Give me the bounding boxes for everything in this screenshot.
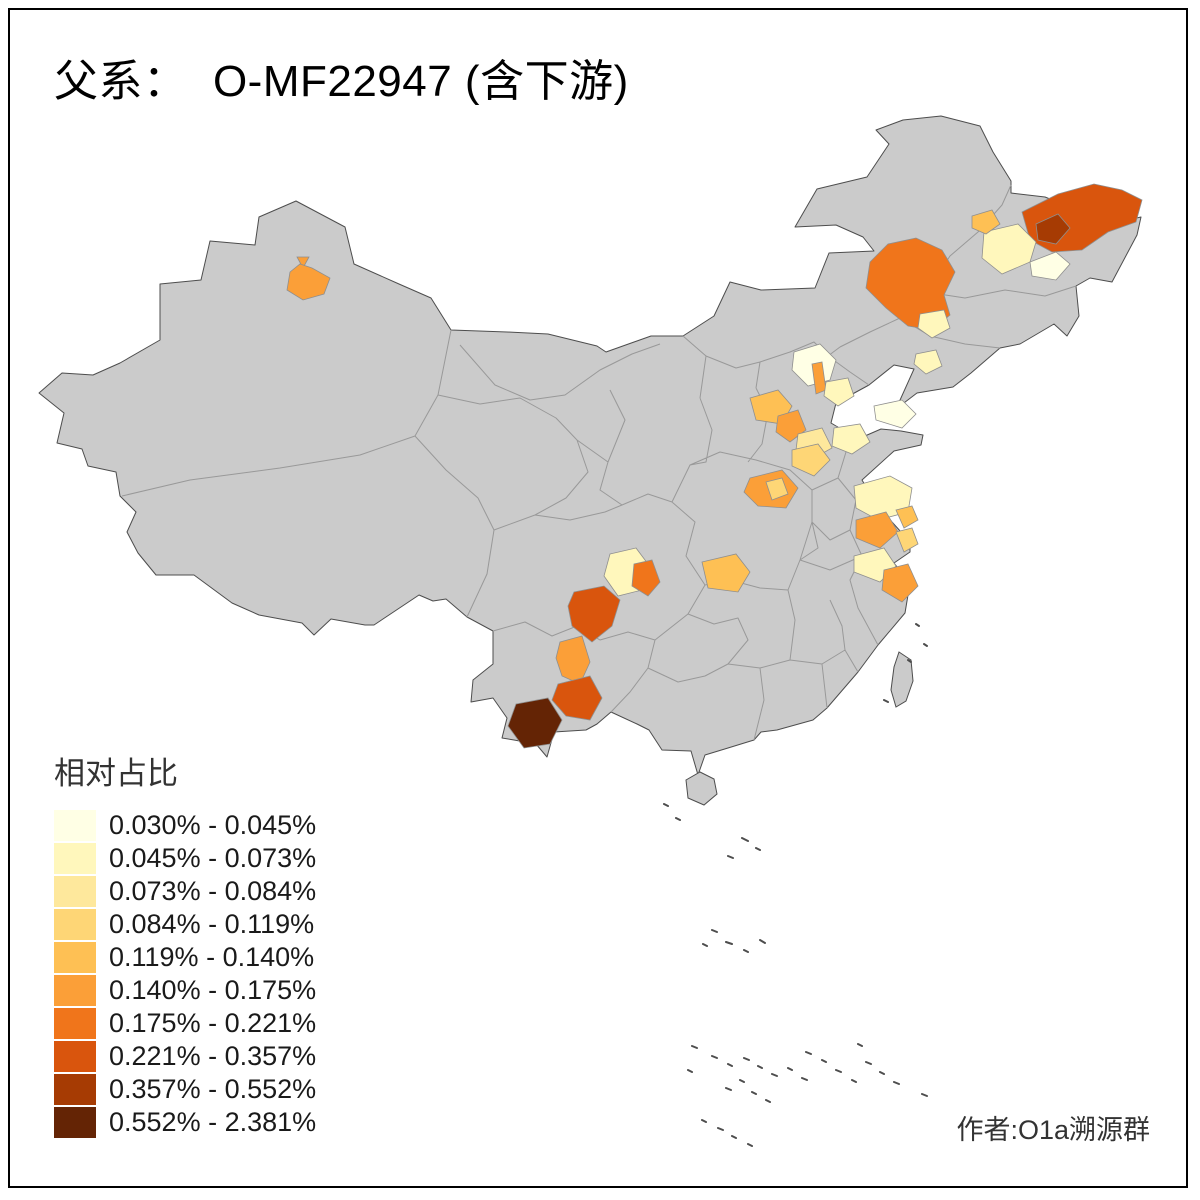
legend-item: 0.119% - 0.140% [54,941,316,974]
legend-swatch [54,975,96,1006]
map-region-henan-inner [765,477,789,501]
legend-label: 0.140% - 0.175% [109,975,317,1005]
legend-item: 0.175% - 0.221% [54,1007,316,1040]
legend-swatch [54,1008,96,1039]
legend-swatch [54,1107,96,1138]
map-region-hebei-south-pale [831,423,871,455]
map-region-hebei-ne-pale [823,377,855,407]
attribution: 作者:O1a溯源群 [956,1115,1150,1145]
figure-title: 父系： O-MF22947 (含下游) [54,57,629,106]
map-region-heilongjiang-dark [1035,213,1071,245]
map-region-xinjiang-marker [296,256,310,269]
legend-items: 0.030% - 0.045% 0.045% - 0.073% 0.073% - 0… [54,809,316,1139]
legend-swatch [54,1074,96,1105]
legend: 相对占比 0.030% - 0.045% 0.045% - 0.073% 0.073… [54,748,316,1139]
map-region-yunnan-dark [551,675,603,721]
legend-swatch [54,876,96,907]
legend-item: 0.030% - 0.045% [54,809,316,842]
map-region-zhejiang-orange [881,563,919,603]
hainan-island [685,771,718,806]
map-region-heilongjiang-pale-2 [1029,251,1071,281]
legend-title: 相对占比 [54,756,178,791]
legend-label: 0.175% - 0.221% [109,1008,317,1038]
province-borders [121,184,1077,741]
map-region-sichuan-south-dark [567,585,621,643]
choropleth-regions [286,183,1143,749]
map-region-jiangsu-dot-2 [895,527,919,553]
legend-item: 0.140% - 0.175% [54,974,316,1007]
legend-item: 0.221% - 0.357% [54,1040,316,1073]
legend-item: 0.084% - 0.119% [54,908,316,941]
map-region-liaoning-pale [913,349,943,375]
legend-swatch [54,909,96,940]
legend-item: 0.552% - 2.381% [54,1106,316,1139]
map-region-inner-mongolia [865,237,956,331]
legend-swatch [54,810,96,841]
legend-swatch [54,1041,96,1072]
legend-item: 0.073% - 0.084% [54,875,316,908]
legend-item: 0.357% - 0.552% [54,1073,316,1106]
legend-swatch [54,843,96,874]
map-region-jiangsu-dot-1 [895,505,919,529]
map-region-jilin-pale [917,309,951,339]
legend-label: 0.221% - 0.357% [109,1041,317,1071]
map-region-chongqing-orange [631,559,661,597]
map-region-hubei-orange [701,553,751,593]
legend-label: 0.045% - 0.073% [109,843,317,873]
legend-label: 0.357% - 0.552% [109,1074,317,1104]
legend-label: 0.119% - 0.140% [109,942,315,972]
taiwan-island [890,651,914,708]
legend-label: 0.030% - 0.045% [109,810,317,840]
legend-swatch [54,942,96,973]
map-region-yunnan-darkest [507,697,563,749]
map-region-jiangsu-orange [855,511,899,549]
legend-label: 0.552% - 2.381% [109,1107,317,1137]
map-region-henan-east [791,443,831,477]
south-china-sea-islands [663,623,928,1147]
map-region-xinjiang [286,263,331,301]
map-region-shandong-pale [873,399,917,429]
map-region-heilongjiang-orange [971,209,1001,235]
legend-label: 0.073% - 0.084% [109,876,317,906]
legend-item: 0.045% - 0.073% [54,842,316,875]
legend-label: 0.084% - 0.119% [109,909,315,939]
